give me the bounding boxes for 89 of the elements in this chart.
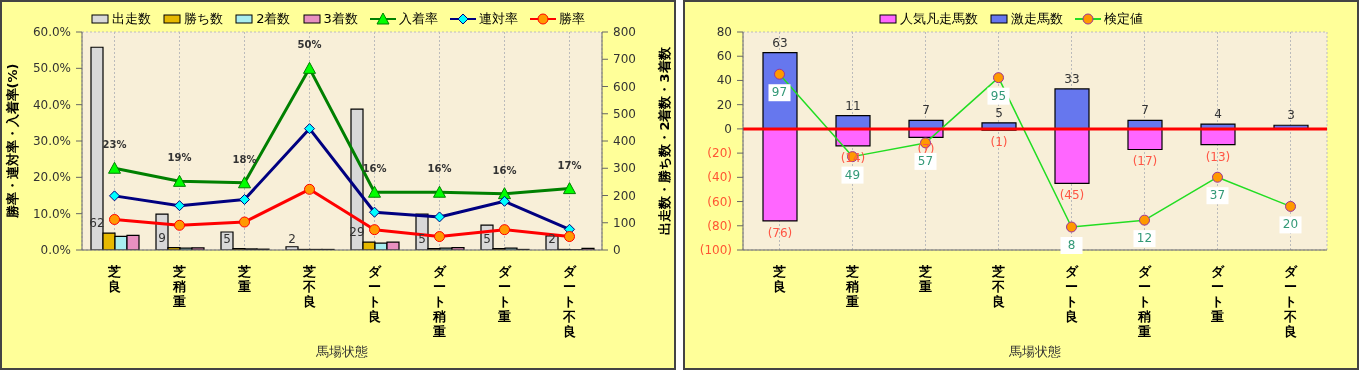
legend-label: 勝率 — [557, 10, 585, 28]
legend-label: 連対率 — [477, 10, 518, 28]
data-label: 11 — [845, 98, 861, 113]
x-tick-label: 芝不良 — [991, 264, 1005, 309]
y-tick-label: 60 — [716, 49, 732, 64]
data-label: 2 — [288, 232, 296, 247]
data-label: (17) — [1132, 154, 1158, 169]
y2-tick-label: 800 — [613, 25, 636, 39]
y2-tick-label: 600 — [613, 79, 636, 94]
data-label: 18% — [232, 153, 257, 165]
y2-tick-label: 500 — [613, 106, 636, 121]
data-label: (76) — [767, 225, 793, 240]
data-label: 37 — [1209, 188, 1226, 203]
x-tick-label: ダート不良 — [1283, 264, 1298, 339]
y-tick-label: (40) — [707, 170, 732, 185]
y-tick-label: 0 — [724, 121, 732, 136]
y2-axis-title: 出走数・勝ち数・2着数・3着数 — [656, 46, 672, 235]
y-tick-label: 20 — [716, 97, 732, 112]
legend-label: 入着率 — [397, 10, 438, 28]
data-label: 4 — [1214, 107, 1222, 122]
data-label: 8 — [1067, 238, 1076, 252]
x-tick-label: ダート重 — [497, 264, 512, 324]
data-label: 7 — [922, 103, 930, 118]
x-tick-label: 芝重 — [918, 264, 932, 294]
x-tick-label: ダート不良 — [562, 264, 577, 339]
x-tick-label: 芝稍重 — [172, 264, 186, 309]
data-label: (1) — [990, 135, 1008, 150]
y-tick-label: 50.0% — [32, 61, 71, 76]
data-label: 7 — [1141, 103, 1149, 118]
x-tick-label: ダート稍重 — [432, 264, 447, 339]
data-label: 17% — [557, 159, 582, 171]
x-tick-label: 芝不良 — [302, 264, 316, 309]
data-label: (13) — [1205, 149, 1231, 164]
y2-tick-label: 200 — [613, 188, 636, 203]
data-label: 5 — [223, 231, 231, 246]
data-label: 9 — [158, 230, 166, 245]
data-label: 57 — [917, 153, 934, 168]
x-tick-label: 芝稍重 — [845, 264, 859, 309]
y-tick-label: 0.0% — [40, 243, 71, 257]
y-tick-label: 80 — [716, 25, 732, 39]
y2-tick-label: 300 — [613, 161, 636, 176]
x-tick-label: ダート良 — [368, 264, 382, 324]
data-label: 20 — [1282, 217, 1299, 232]
x-axis-title: 馬場状態 — [315, 344, 368, 359]
legend-label: 検定値 — [1103, 10, 1143, 28]
legend-label: 人気凡走馬数 — [899, 10, 978, 28]
data-label: 5 — [418, 231, 426, 246]
x-axis-title: 馬場状態 — [1008, 344, 1061, 359]
y2-tick-label: 400 — [613, 134, 636, 148]
y-axis-title: 勝率・連対率・入着率(%) — [4, 63, 20, 220]
data-label: 33 — [1064, 71, 1080, 86]
data-label: 2 — [548, 232, 556, 247]
y-tick-label: 40 — [716, 73, 732, 88]
y-tick-label: 20.0% — [32, 170, 71, 185]
legend-label: 勝ち数 — [183, 10, 224, 28]
x-tick-label: 芝良 — [107, 264, 121, 294]
data-label: 97 — [771, 85, 788, 100]
data-label: 12 — [1136, 231, 1153, 246]
data-label: 19% — [167, 152, 192, 164]
y-tick-label: 40.0% — [32, 97, 71, 112]
y-tick-label: (80) — [707, 218, 732, 233]
data-label: 16% — [492, 164, 517, 176]
data-label: 63 — [772, 35, 788, 50]
y-tick-label: 60.0% — [32, 25, 71, 39]
y2-tick-label: 700 — [613, 52, 636, 67]
legend-label: 激走馬数 — [1010, 10, 1063, 28]
data-label: (45) — [1059, 188, 1085, 203]
data-label: 95 — [990, 88, 1007, 103]
y2-tick-label: 0 — [613, 243, 621, 257]
x-tick-label: 芝良 — [772, 264, 786, 294]
legend-label: 3着数 — [322, 10, 358, 28]
y-tick-label: (20) — [707, 146, 732, 161]
data-label: 16% — [427, 163, 452, 175]
y-tick-label: 30.0% — [32, 134, 71, 148]
x-tick-label: ダート稍重 — [1137, 264, 1152, 339]
data-label: 3 — [1287, 108, 1295, 123]
x-tick-label: ダート良 — [1065, 264, 1079, 324]
y2-tick-label: 100 — [613, 215, 636, 230]
data-label: 50% — [297, 39, 322, 51]
y-tick-label: (60) — [707, 194, 732, 209]
x-tick-label: ダート重 — [1210, 264, 1225, 324]
legend-label: 2着数 — [255, 10, 291, 28]
x-tick-label: 芝重 — [237, 264, 251, 294]
data-label: 5 — [483, 231, 491, 246]
y-tick-label: (100) — [699, 243, 732, 257]
legend-label: 出走数 — [111, 10, 152, 28]
data-label: 49 — [844, 167, 861, 182]
y-tick-label: 10.0% — [32, 206, 71, 221]
data-label: 5 — [995, 105, 1003, 120]
